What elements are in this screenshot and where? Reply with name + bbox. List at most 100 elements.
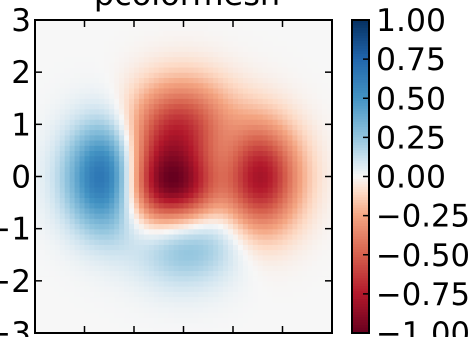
mesh-cell <box>94 150 100 157</box>
mesh-cell <box>287 134 293 141</box>
mesh-cell <box>153 103 160 110</box>
mesh-cell <box>44 93 51 99</box>
mesh-cell <box>208 166 214 172</box>
mesh-cell <box>59 286 66 292</box>
mesh-cell <box>178 46 185 52</box>
mesh-cell <box>262 103 269 110</box>
mesh-cell <box>228 233 234 240</box>
mesh-cell <box>35 35 41 42</box>
mesh-cell <box>163 25 170 32</box>
mesh-cell <box>109 207 115 214</box>
mesh-cell <box>178 327 185 334</box>
mesh-cell <box>49 312 56 318</box>
mesh-cell <box>119 202 125 209</box>
mesh-cell <box>262 322 269 329</box>
mesh-cell <box>322 124 328 131</box>
mesh-cell <box>233 254 239 261</box>
mesh-cell <box>119 155 125 162</box>
mesh-cell <box>143 166 150 172</box>
mesh-cell <box>35 77 41 84</box>
mesh-cell <box>247 301 254 308</box>
mesh-cell <box>138 244 145 251</box>
mesh-cell <box>247 113 254 120</box>
mesh-cell <box>183 192 190 198</box>
mesh-cell <box>198 103 204 110</box>
mesh-cell <box>173 134 180 141</box>
mesh-cell <box>183 254 190 261</box>
mesh-cell <box>79 46 86 52</box>
mesh-cell <box>49 171 56 178</box>
mesh-cell <box>307 160 313 167</box>
mesh-cell <box>327 166 333 172</box>
mesh-cell <box>282 150 289 157</box>
mesh-cell <box>322 192 328 198</box>
mesh-cell <box>292 233 298 240</box>
mesh-cell <box>218 155 224 162</box>
mesh-cell <box>138 119 145 125</box>
mesh-cell <box>312 254 318 261</box>
mesh-cell <box>54 124 61 131</box>
mesh-cell <box>208 259 214 266</box>
mesh-cell <box>183 270 190 277</box>
mesh-cell <box>242 51 249 58</box>
colorbar-segment <box>352 286 369 290</box>
mesh-cell <box>242 301 249 308</box>
colorbar-segment <box>352 87 369 92</box>
mesh-cell <box>213 103 219 110</box>
mesh-cell <box>163 249 170 256</box>
mesh-cell <box>35 239 41 245</box>
mesh-cell <box>143 233 150 240</box>
mesh-cell <box>39 77 46 84</box>
mesh-cell <box>322 139 328 146</box>
mesh-cell <box>99 228 105 235</box>
mesh-cell <box>163 176 170 183</box>
mesh-cell <box>129 145 135 152</box>
mesh-cell <box>302 275 308 282</box>
mesh-cell <box>119 259 125 266</box>
mesh-cell <box>79 280 86 287</box>
mesh-cell <box>302 176 308 183</box>
mesh-cell <box>69 202 76 209</box>
mesh-cell <box>327 259 333 266</box>
mesh-cell <box>247 40 254 47</box>
mesh-cell <box>129 87 135 94</box>
mesh-cell <box>138 129 145 136</box>
mesh-cell <box>178 134 185 141</box>
mesh-cell <box>74 160 81 167</box>
mesh-cell <box>247 218 254 225</box>
mesh-cell <box>198 61 204 68</box>
mesh-cell <box>94 244 100 251</box>
mesh-cell <box>223 317 229 324</box>
mesh-cell <box>277 166 284 172</box>
mesh-cell <box>262 207 269 214</box>
mesh-cell <box>84 25 91 32</box>
mesh-cell <box>99 134 105 141</box>
mesh-cell <box>228 259 234 266</box>
mesh-cell <box>322 286 328 292</box>
mesh-cell <box>262 213 269 219</box>
mesh-cell <box>89 254 95 261</box>
mesh-cell <box>257 197 264 204</box>
mesh-cell <box>252 108 259 115</box>
mesh-cell <box>148 25 155 32</box>
mesh-cell <box>79 244 86 251</box>
mesh-cell <box>267 192 274 198</box>
mesh-cell <box>54 306 61 313</box>
mesh-cell <box>203 98 209 105</box>
mesh-cell <box>153 108 160 115</box>
mesh-cell <box>213 20 219 26</box>
mesh-cell <box>59 150 66 157</box>
mesh-cell <box>35 280 41 287</box>
mesh-cell <box>272 166 279 172</box>
mesh-cell <box>74 306 81 313</box>
mesh-cell <box>39 25 46 32</box>
mesh-cell <box>208 312 214 318</box>
mesh-cell <box>213 51 219 58</box>
mesh-cell <box>89 317 95 324</box>
mesh-cell <box>208 61 214 68</box>
mesh-cell <box>84 124 91 131</box>
mesh-cell <box>158 25 165 32</box>
mesh-cell <box>134 145 140 152</box>
mesh-cell <box>104 108 110 115</box>
mesh-cell <box>69 270 76 277</box>
